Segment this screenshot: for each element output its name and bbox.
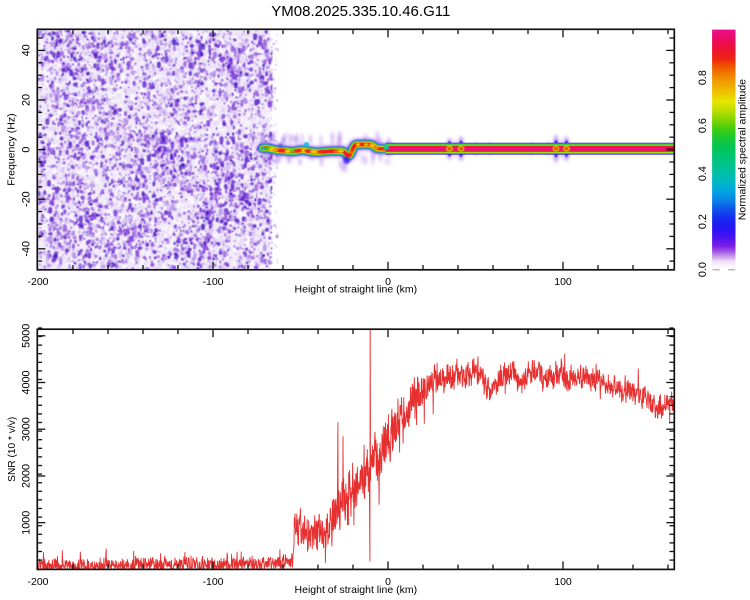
- svg-text:-200: -200: [27, 576, 48, 588]
- svg-text:Frequency (Hz): Frequency (Hz): [6, 113, 18, 185]
- svg-text:40: 40: [21, 44, 33, 56]
- svg-text:-100: -100: [202, 276, 223, 288]
- svg-text:Normalized spectral amplitude: Normalized spectral amplitude: [737, 79, 749, 220]
- svg-text:0.4: 0.4: [697, 166, 709, 181]
- svg-text:0.6: 0.6: [697, 118, 709, 133]
- svg-text:5000: 5000: [21, 324, 33, 348]
- svg-text:YM08.2025.335.10.46.G11: YM08.2025.335.10.46.G11: [271, 3, 450, 20]
- svg-text:Height of straight line (km): Height of straight line (km): [295, 284, 418, 296]
- svg-text:-100: -100: [202, 576, 223, 588]
- svg-text:3000: 3000: [21, 417, 33, 441]
- svg-text:2000: 2000: [21, 464, 33, 488]
- svg-text:-40: -40: [21, 241, 33, 257]
- svg-text:20: 20: [21, 94, 33, 106]
- svg-text:1000: 1000: [21, 511, 33, 535]
- svg-text:-200: -200: [27, 276, 48, 288]
- svg-text:100: 100: [554, 276, 572, 288]
- svg-text:0.0: 0.0: [697, 262, 709, 277]
- svg-text:0: 0: [385, 276, 391, 288]
- svg-text:0: 0: [385, 576, 391, 588]
- svg-text:-20: -20: [21, 191, 33, 207]
- svg-text:100: 100: [554, 576, 572, 588]
- svg-text:Height of straight line (km): Height of straight line (km): [295, 584, 418, 596]
- svg-text:4000: 4000: [21, 370, 33, 394]
- svg-text:0.8: 0.8: [697, 70, 709, 85]
- svg-text:0.2: 0.2: [697, 214, 709, 229]
- svg-text:0: 0: [21, 147, 33, 153]
- svg-text:SNR (10 * v/v): SNR (10 * v/v): [7, 417, 18, 482]
